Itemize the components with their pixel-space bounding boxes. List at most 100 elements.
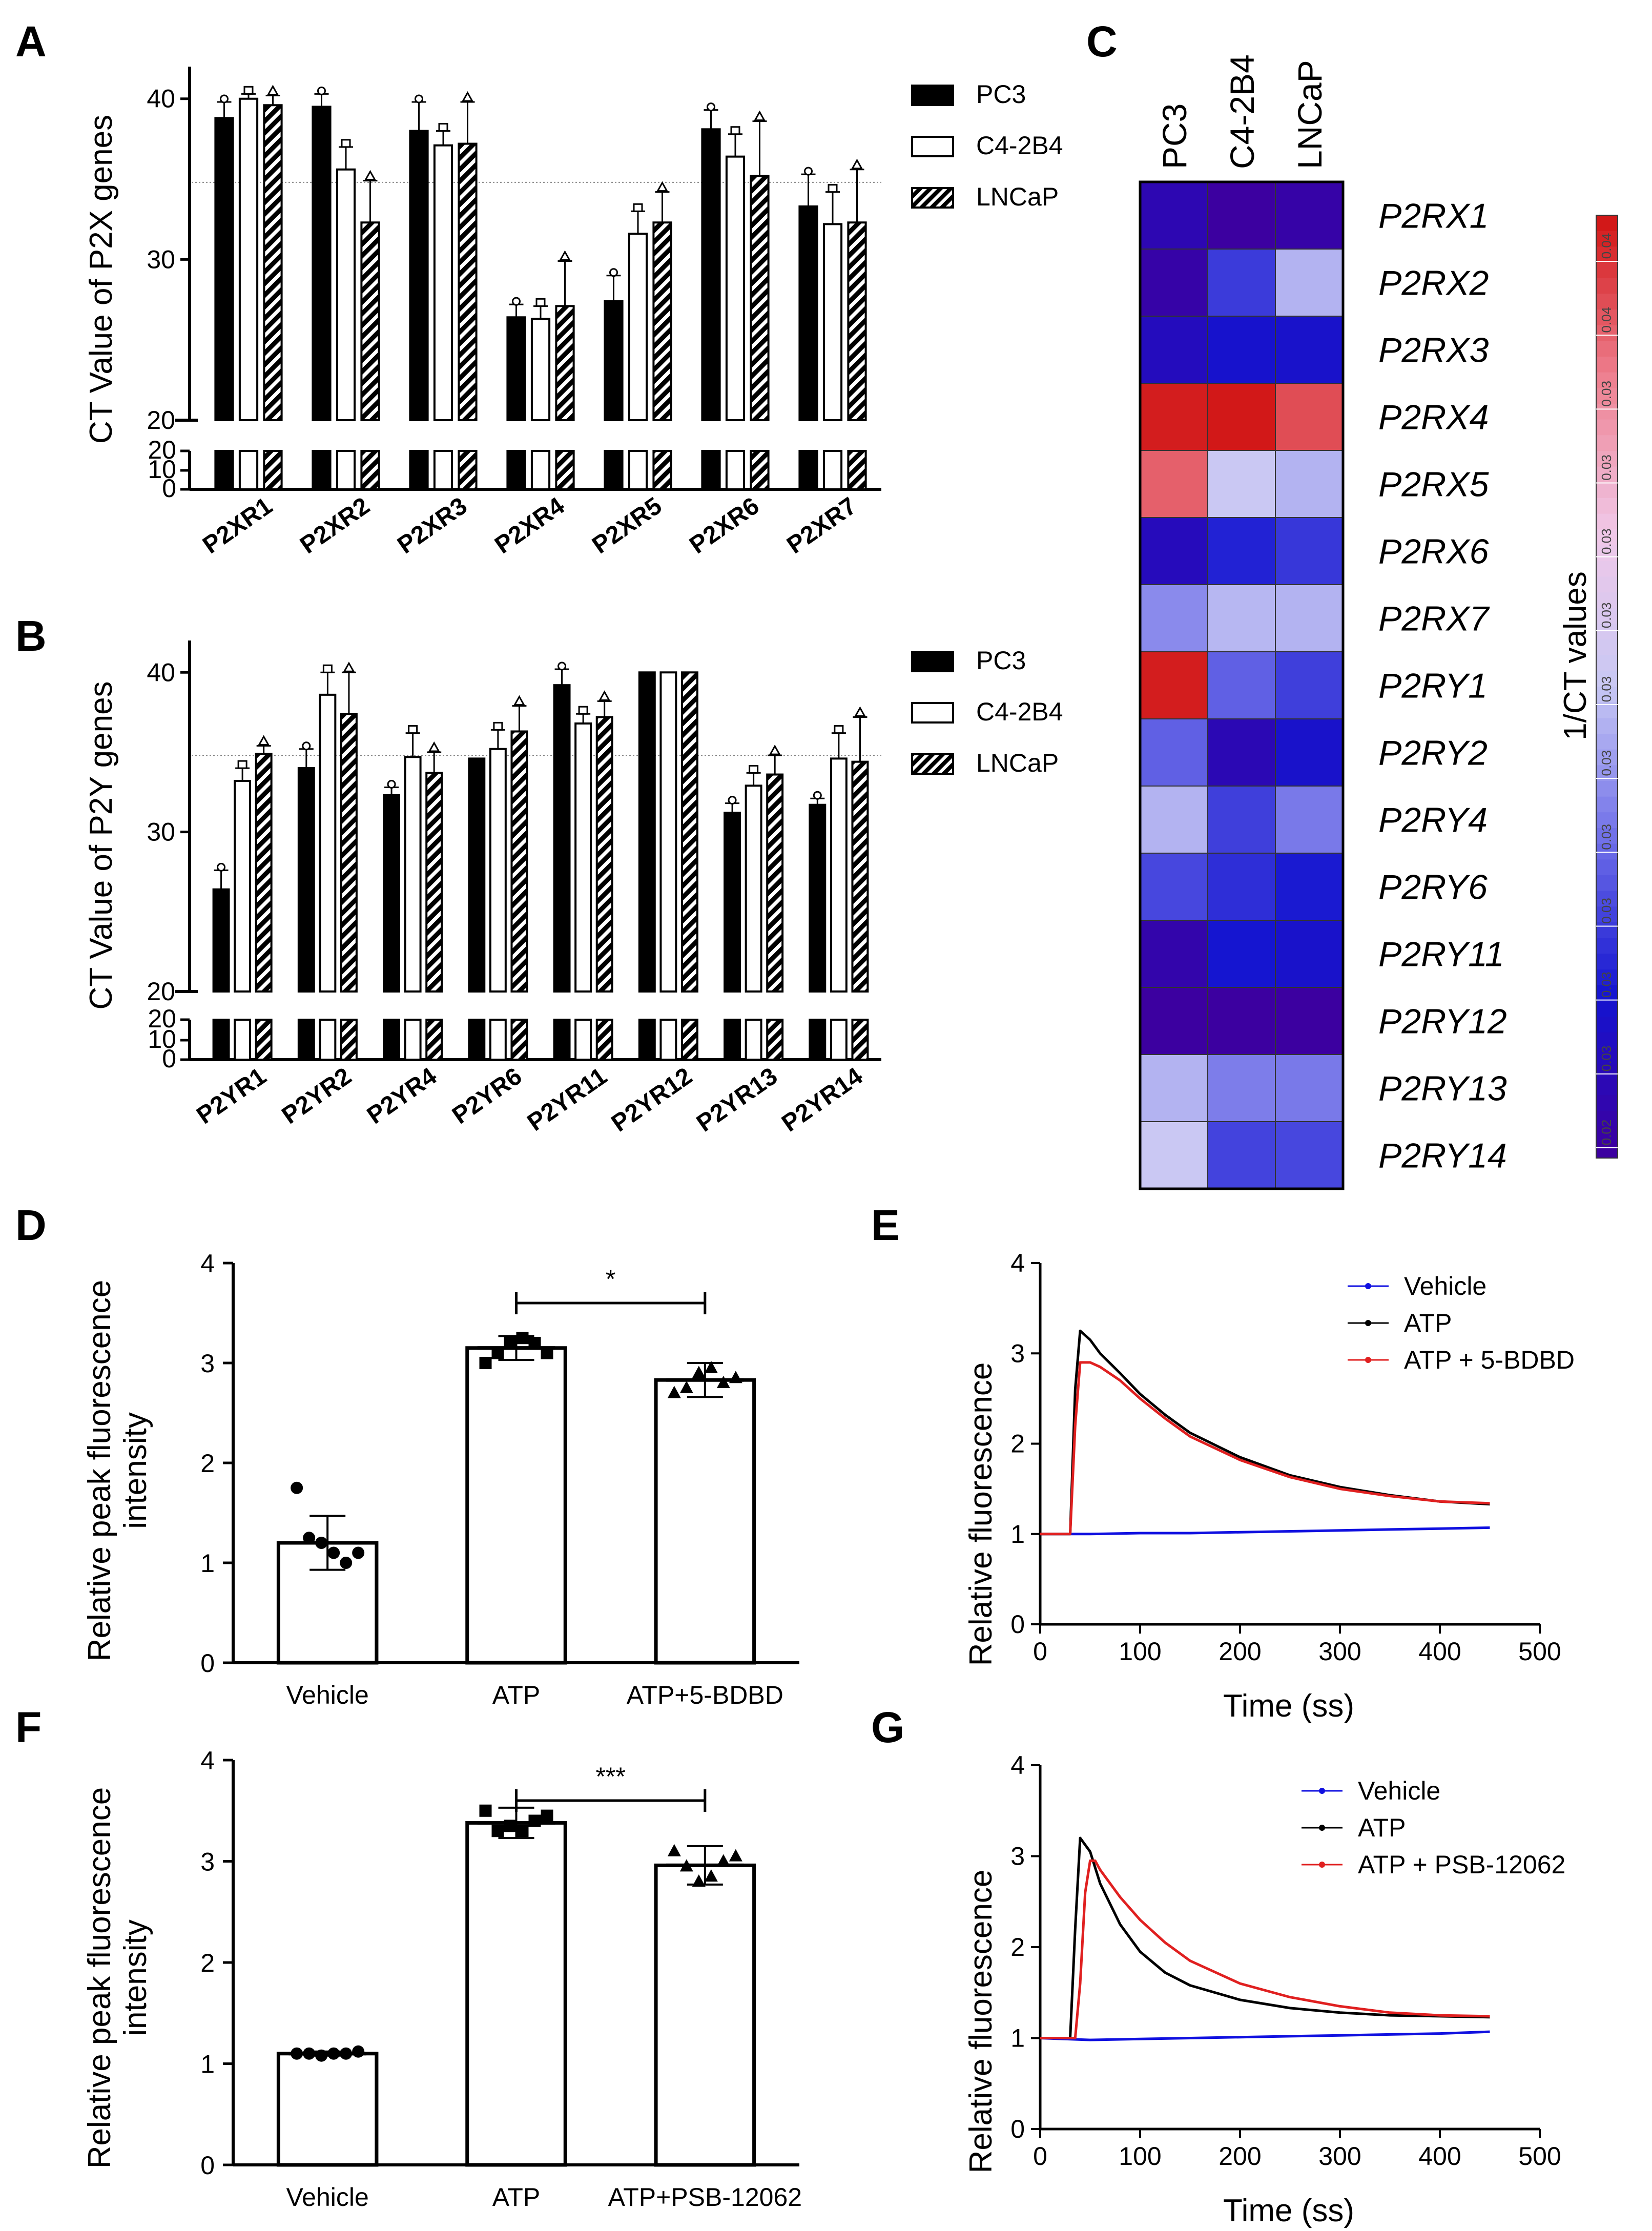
bar-pc3-p2yr6 <box>468 757 486 993</box>
y-tick-label: 3 <box>200 1848 215 1876</box>
heatmap-row-label: P2RY6 <box>1378 868 1488 907</box>
data-point <box>692 1366 706 1378</box>
heatmap-row-label: P2RY1 <box>1378 667 1488 706</box>
colorbar-segment <box>1596 1142 1618 1159</box>
bar-vehicle <box>276 1541 379 1665</box>
colorbar-segment <box>1596 718 1618 734</box>
data-point <box>364 170 377 181</box>
heatmap-cell-p2rx1-pc3 <box>1140 181 1208 250</box>
colorbar-segment <box>1596 906 1618 923</box>
bar-pc3-p2xr5 <box>604 300 624 422</box>
bar-vehicle <box>276 2052 379 2167</box>
bar-lower-c4-2b4-p2xr7 <box>822 450 843 490</box>
heatmap-cell-p2rx5-lncap <box>1275 450 1344 518</box>
data-point <box>716 1376 730 1388</box>
heatmap-cell-p2ry13-c4-2b4 <box>1207 1054 1276 1122</box>
bar-lncap-p2xr4 <box>555 305 575 421</box>
heatmap-cell-p2ry11-lncap <box>1275 920 1344 988</box>
data-point <box>266 85 279 95</box>
bar-lower-c4-2b4-p2yr4 <box>404 1019 422 1061</box>
data-point <box>633 203 643 212</box>
legend-label-c4-2b4: C4-2B4 <box>976 697 1063 726</box>
data-point <box>461 91 474 102</box>
colorbar-segment <box>1596 215 1618 232</box>
bar-lncap-p2xr1 <box>263 104 283 422</box>
data-point <box>729 1371 742 1383</box>
category-label: P2XR5 <box>587 492 667 560</box>
colorbar-tick-label: 0.03 <box>1599 898 1614 924</box>
y-tick-label: 0 <box>200 2151 215 2180</box>
data-point <box>491 1347 504 1359</box>
bar-lower-c4-2b4-p2yr13 <box>745 1019 762 1061</box>
data-point <box>513 695 526 706</box>
data-point <box>535 298 546 307</box>
bar-c4-2b4-p2xr4 <box>530 318 551 422</box>
y-tick-label: 4 <box>1010 1751 1025 1780</box>
data-point <box>516 1825 529 1837</box>
data-point <box>704 1360 718 1373</box>
colorbar-tick-label: 0.03 <box>1599 455 1614 481</box>
data-point <box>704 1869 718 1882</box>
heatmap-row-label: P2RY13 <box>1378 1069 1507 1108</box>
heatmap-cell-p2ry14-lncap <box>1275 1121 1344 1189</box>
panel-g-chart: 0 1 2 3 4 0 100 200 300 400 500 Vehicle ATP ATP + PSB… <box>1010 1751 1565 2171</box>
legend-label: ATP + PSB-12062 <box>1358 1850 1565 1879</box>
data-point <box>327 2047 340 2060</box>
data-point <box>679 1380 693 1393</box>
y-tick-label: 2 <box>200 1449 215 1478</box>
legend-swatch-lncap <box>911 753 954 775</box>
heatmap-cell-p2ry2-lncap <box>1275 718 1344 787</box>
y-tick-label: 1 <box>1010 2024 1025 2053</box>
x-tick-label: 500 <box>1518 1637 1561 1666</box>
y-tick-label: 0 <box>200 1649 215 1678</box>
panel-g-xlabel: Time (ss) <box>1223 2193 1354 2228</box>
data-point <box>291 2047 303 2060</box>
heatmap-frame <box>1139 180 1345 1190</box>
heatmap-cell-p2ry6-lncap <box>1275 853 1344 921</box>
colorbar-segment <box>1596 891 1618 907</box>
bar-lower-pc3-p2xr3 <box>409 450 429 490</box>
colorbar-segment <box>1596 278 1618 295</box>
data-point <box>516 1332 529 1345</box>
panel-letter-e: E <box>871 1201 900 1249</box>
category-label: P2YR4 <box>362 1062 442 1129</box>
x-tick-label: 300 <box>1318 2142 1361 2171</box>
colorbar-segment <box>1596 419 1618 436</box>
category-label: P2YR11 <box>523 1063 612 1137</box>
heatmap-cell-p2rx3-lncap <box>1275 316 1344 384</box>
bar-lower-pc3-p2xr4 <box>506 450 526 490</box>
bar-lncap-p2xr3 <box>458 142 478 421</box>
colorbar-segment <box>1596 969 1618 986</box>
colorbar-segment <box>1596 1111 1618 1127</box>
bar-pc3-p2xr1 <box>214 117 234 421</box>
legend-label: ATP <box>1358 1813 1406 1842</box>
bar-pc3-p2yr13 <box>724 812 741 993</box>
colorbar-segment <box>1596 1032 1618 1049</box>
colorbar-segment <box>1596 435 1618 451</box>
x-tick-label: 100 <box>1119 1637 1161 1666</box>
colorbar-segment <box>1596 513 1618 530</box>
heatmap-cell-p2ry13-lncap <box>1275 1054 1344 1122</box>
colorbar-segment <box>1596 451 1618 467</box>
y-tick-label: 20 <box>147 977 175 1006</box>
data-point <box>716 1854 730 1867</box>
heatmap-row-label: P2RX7 <box>1378 600 1490 638</box>
y-tick-label: 3 <box>1010 1339 1025 1368</box>
bar-lower-c4-2b4-p2xr1 <box>238 450 259 490</box>
data-point <box>243 86 254 95</box>
heatmap-cell-p2ry4-c4-2b4 <box>1207 786 1276 854</box>
data-point <box>317 86 326 95</box>
bar-lower-pc3-p2xr2 <box>312 450 332 490</box>
heatmap-cell-p2rx4-c4-2b4 <box>1207 383 1276 451</box>
bar-c4-2b4-p2yr14 <box>830 757 848 993</box>
y-tick-label: 1 <box>200 2050 215 2079</box>
colorbar-tick-label: 0.02 <box>1599 1120 1614 1146</box>
heatmap-cell-p2rx4-pc3 <box>1140 383 1208 451</box>
category-label: P2XR7 <box>782 492 861 560</box>
heatmap-cell-p2rx1-lncap <box>1275 181 1344 250</box>
data-point <box>415 94 423 104</box>
data-point <box>352 1546 365 1559</box>
colorbar-segment <box>1596 1126 1618 1143</box>
